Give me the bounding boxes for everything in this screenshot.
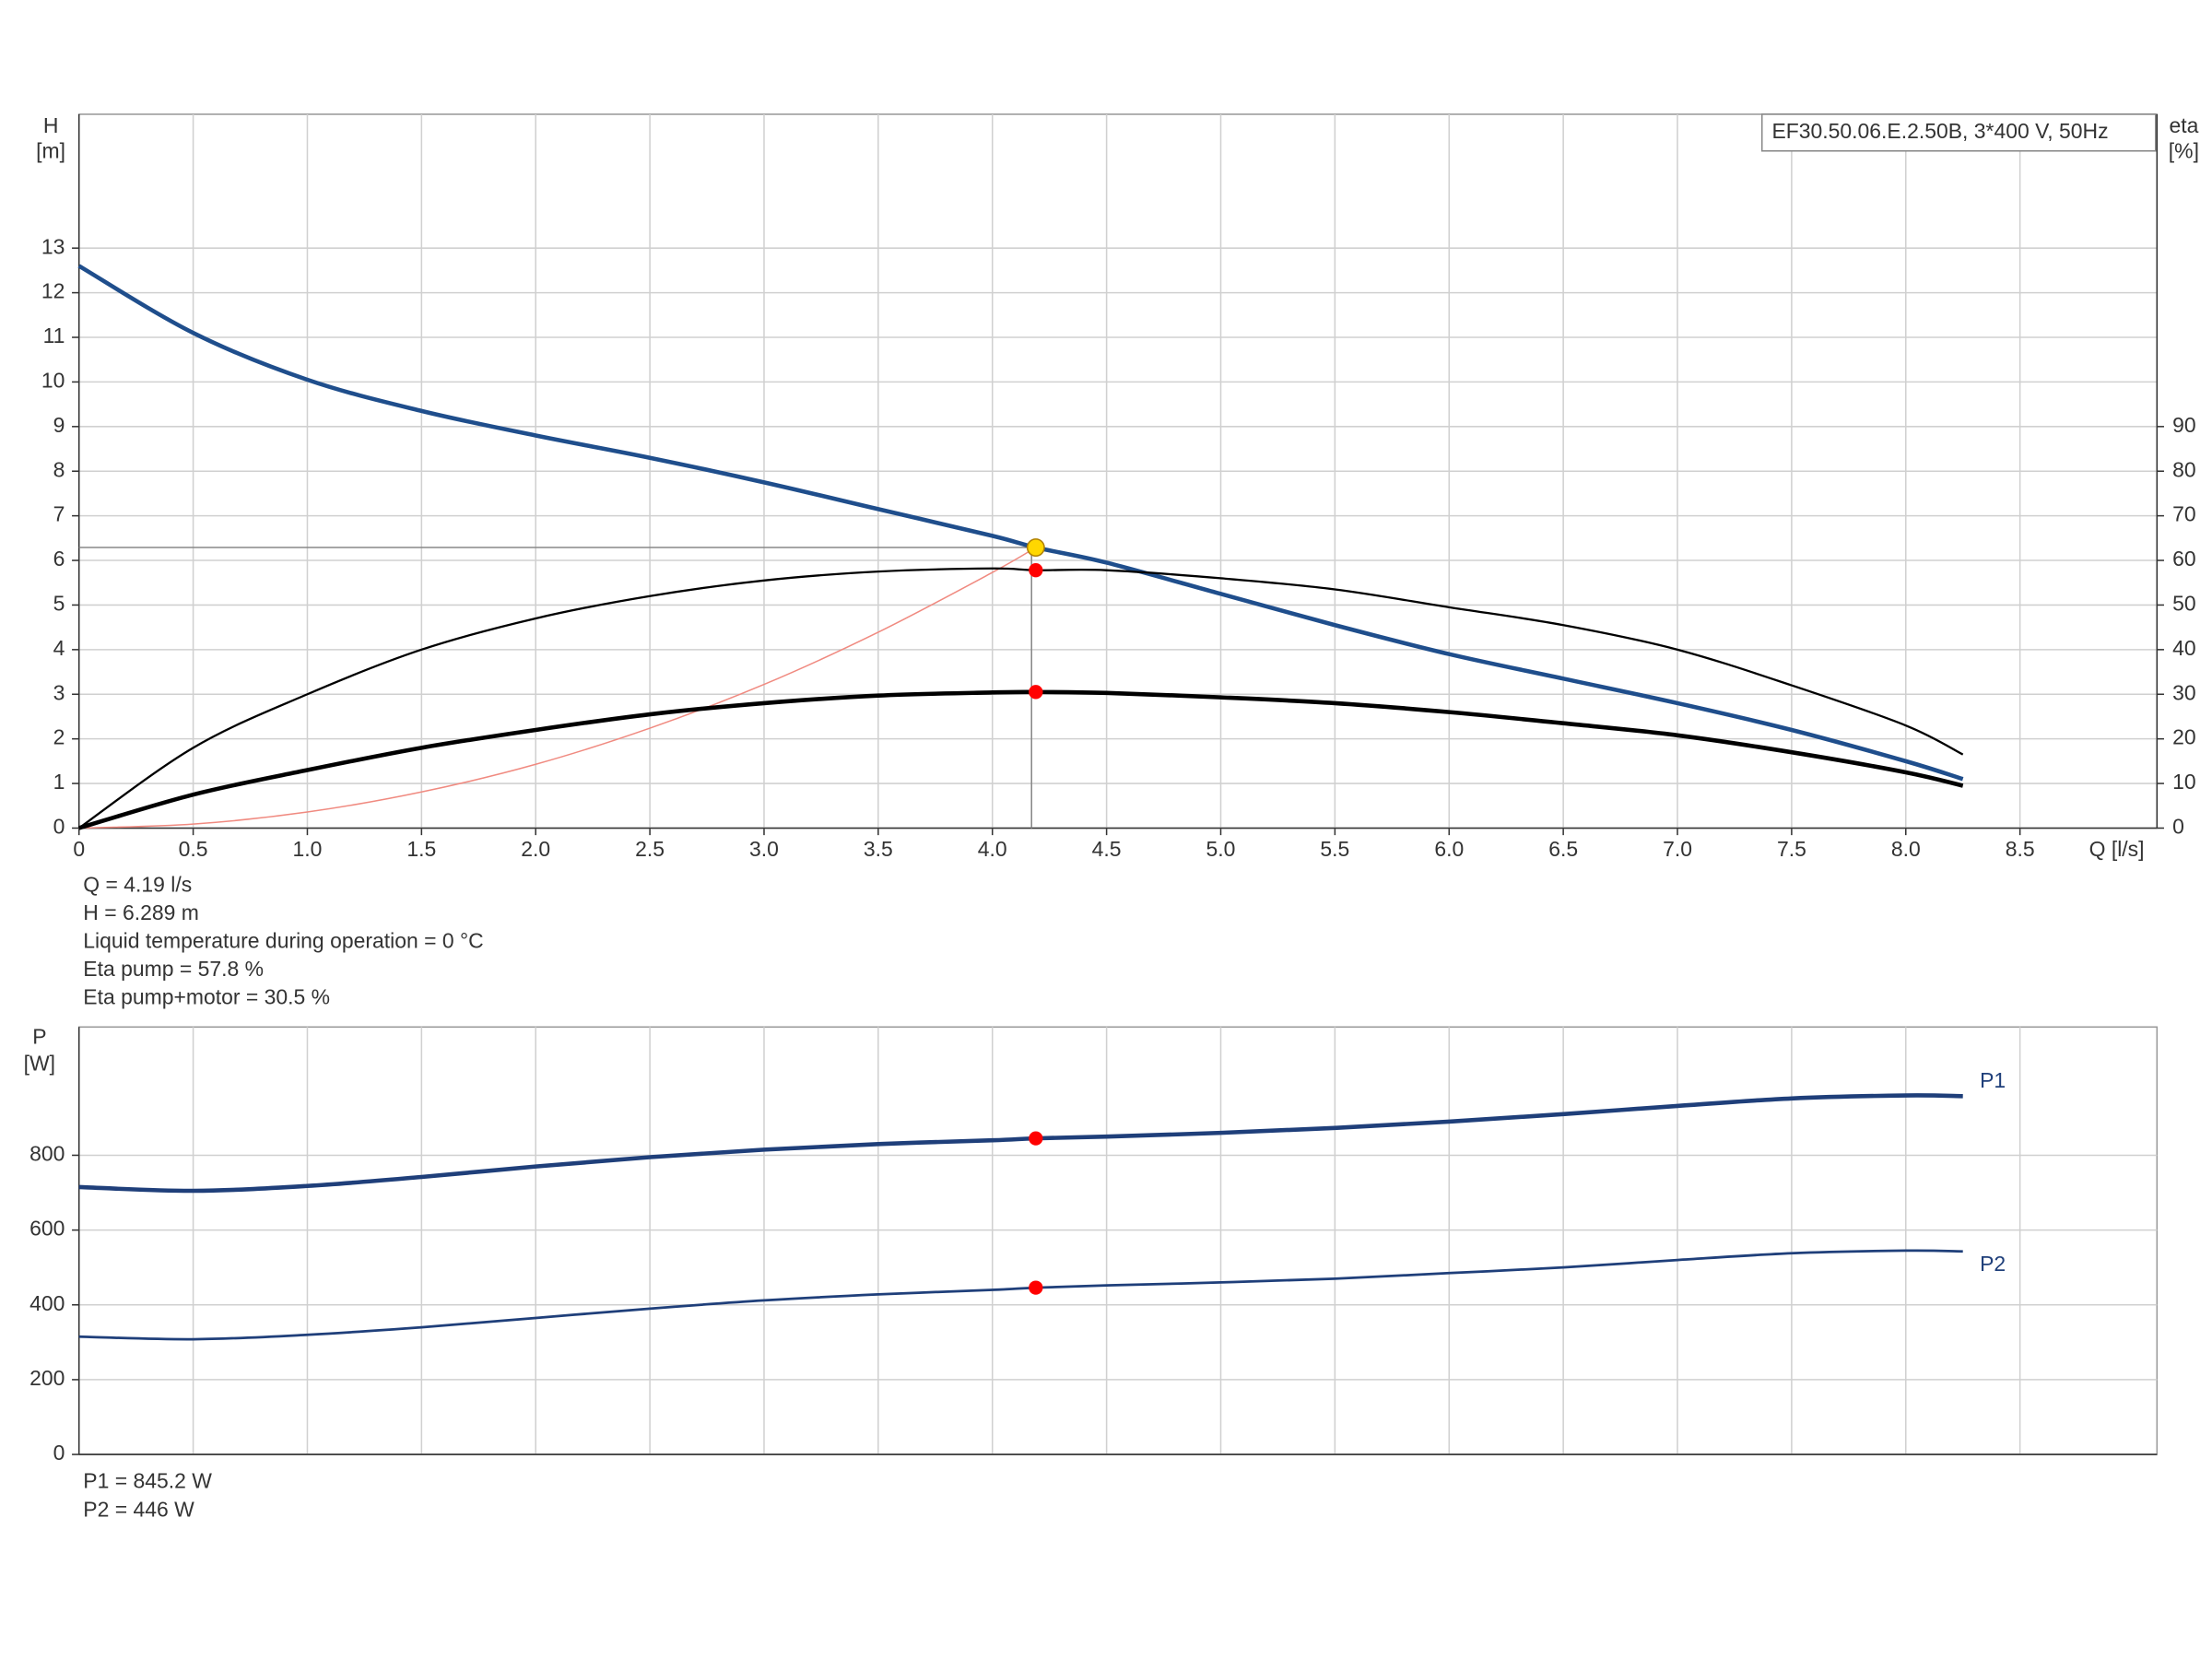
legend-text: EF30.50.06.E.2.50B, 3*400 V, 50Hz	[1771, 119, 2108, 143]
annotation: Q = 4.19 l/s	[83, 872, 192, 896]
series-label: P1	[1980, 1068, 2006, 1092]
x-tick-label: 6.5	[1548, 837, 1578, 861]
annotation: P1 = 845.2 W	[83, 1469, 212, 1493]
y-tick-label: 0	[53, 815, 65, 839]
y-tick-label: 5	[53, 592, 65, 616]
series-label: P2	[1980, 1252, 2006, 1276]
y-tick-label: 4	[53, 636, 65, 660]
y-tick-label: 800	[29, 1142, 65, 1166]
y-tick-label: 600	[29, 1217, 65, 1241]
x-tick-label: 3.0	[749, 837, 779, 861]
y2-tick-label: 10	[2172, 770, 2196, 794]
y2-axis-label: eta	[2169, 113, 2198, 137]
y2-tick-label: 50	[2172, 592, 2196, 616]
y-tick-label: 200	[29, 1366, 65, 1390]
x-tick-label: 2.0	[521, 837, 550, 861]
y-tick-label: 10	[41, 368, 65, 392]
x-tick-label: 6.0	[1434, 837, 1464, 861]
y-axis-unit: [m]	[36, 138, 65, 162]
operating-marker	[1029, 1131, 1043, 1146]
annotation: P2 = 446 W	[83, 1497, 194, 1521]
y-tick-label: 2	[53, 725, 65, 749]
x-tick-label: 0	[73, 837, 85, 861]
y-axis-label: P	[32, 1025, 46, 1049]
operating-point	[1026, 538, 1045, 557]
annotation: H = 6.289 m	[83, 900, 199, 924]
annotation: Eta pump+motor = 30.5 %	[83, 985, 330, 1009]
x-tick-label: 3.5	[864, 837, 893, 861]
y2-tick-label: 20	[2172, 725, 2196, 749]
y2-tick-label: 0	[2172, 815, 2184, 839]
y2-tick-label: 90	[2172, 413, 2196, 437]
y-tick-label: 3	[53, 680, 65, 704]
series-line	[78, 547, 1037, 830]
y-tick-label: 9	[53, 413, 65, 437]
y2-tick-label: 60	[2172, 547, 2196, 571]
annotation: Eta pump = 57.8 %	[83, 957, 264, 981]
x-tick-label: 7.5	[1777, 837, 1806, 861]
x-tick-label: 1.0	[293, 837, 323, 861]
y2-tick-label: 80	[2172, 457, 2196, 481]
y-tick-label: 7	[53, 502, 65, 526]
x-tick-label: 8.0	[1891, 837, 1921, 861]
annotation: Liquid temperature during operation = 0 …	[83, 929, 483, 953]
y-tick-label: 12	[41, 279, 65, 303]
operating-marker	[1029, 1280, 1043, 1295]
x-tick-label: 5.0	[1206, 837, 1236, 861]
x-tick-label: 0.5	[179, 837, 208, 861]
y2-tick-label: 40	[2172, 636, 2196, 660]
y-tick-label: 400	[29, 1291, 65, 1315]
y2-axis-unit: [%]	[2169, 138, 2199, 162]
operating-marker	[1029, 563, 1043, 578]
legend-box	[1760, 113, 2157, 152]
x-tick-label: 8.5	[2006, 837, 2035, 861]
operating-marker	[1029, 685, 1043, 700]
y-tick-label: 13	[41, 234, 65, 258]
y2-tick-label: 30	[2172, 680, 2196, 704]
y-tick-label: 8	[53, 457, 65, 481]
y-tick-label: 6	[53, 547, 65, 571]
x-tick-label: 7.0	[1663, 837, 1692, 861]
x-tick-label: 5.5	[1320, 837, 1349, 861]
x-tick-label: 2.5	[635, 837, 665, 861]
y2-tick-label: 70	[2172, 502, 2196, 526]
y-tick-label: 1	[53, 770, 65, 794]
y-tick-label: 0	[53, 1441, 65, 1465]
y-axis-unit: [W]	[24, 1052, 55, 1076]
x-axis-label: Q [l/s]	[2089, 837, 2145, 861]
x-tick-label: 1.5	[406, 837, 436, 861]
y-tick-label: 11	[43, 324, 65, 347]
x-tick-label: 4.0	[978, 837, 1007, 861]
x-tick-label: 4.5	[1092, 837, 1122, 861]
y-axis-label: H	[43, 113, 59, 137]
